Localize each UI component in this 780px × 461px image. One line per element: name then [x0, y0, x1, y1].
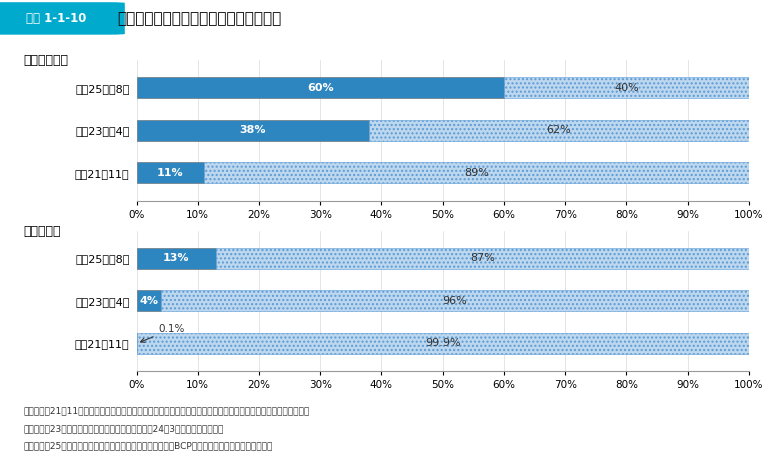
Bar — [369, 119, 749, 141]
Text: 0.1%: 0.1% — [140, 325, 185, 342]
Bar — [136, 162, 204, 183]
Text: 図表 1-1-10: 図表 1-1-10 — [26, 12, 87, 25]
Bar — [136, 290, 161, 312]
Text: 40%: 40% — [614, 83, 639, 93]
Text: 38%: 38% — [239, 125, 266, 135]
Text: 96%: 96% — [442, 296, 467, 306]
Bar — [216, 248, 749, 269]
Text: 89%: 89% — [464, 168, 489, 178]
Text: 地方公共団体の業務継続計画の策定状況: 地方公共団体の業務継続計画の策定状況 — [117, 11, 282, 26]
Bar — [504, 77, 749, 98]
Bar — [136, 119, 369, 141]
Text: 99.9%: 99.9% — [425, 338, 461, 349]
Bar — [204, 162, 749, 183]
Text: 13%: 13% — [163, 253, 190, 263]
Text: 60%: 60% — [307, 83, 334, 93]
Text: 87%: 87% — [470, 253, 495, 263]
Text: 11%: 11% — [157, 168, 183, 178]
Text: 平成25年８月　大規模地震等の自然災害を対象とするBCP策定率（速報値）（消防庁調査）: 平成25年８月 大規模地震等の自然災害を対象とするBCP策定率（速報値）（消防庁… — [23, 442, 273, 451]
Bar — [161, 290, 749, 312]
Text: 【都道府県】: 【都道府県】 — [23, 54, 69, 67]
Text: 4%: 4% — [140, 296, 158, 306]
Text: 平成23年４月　地方自治情報管理概要（平成24年3月）（総務省調査）: 平成23年４月 地方自治情報管理概要（平成24年3月）（総務省調査） — [23, 424, 224, 433]
FancyBboxPatch shape — [0, 2, 125, 35]
Text: 出典：平成21年11月　地震発生時を想定した業務継続体制に係る状況調査（内閣府（防災担当）及び消防庁調査）: 出典：平成21年11月 地震発生時を想定した業務継続体制に係る状況調査（内閣府（… — [23, 407, 310, 416]
Bar — [137, 333, 749, 354]
Bar — [136, 248, 216, 269]
Text: 62%: 62% — [547, 125, 572, 135]
Bar — [136, 77, 504, 98]
Text: 【市町村】: 【市町村】 — [23, 225, 61, 238]
